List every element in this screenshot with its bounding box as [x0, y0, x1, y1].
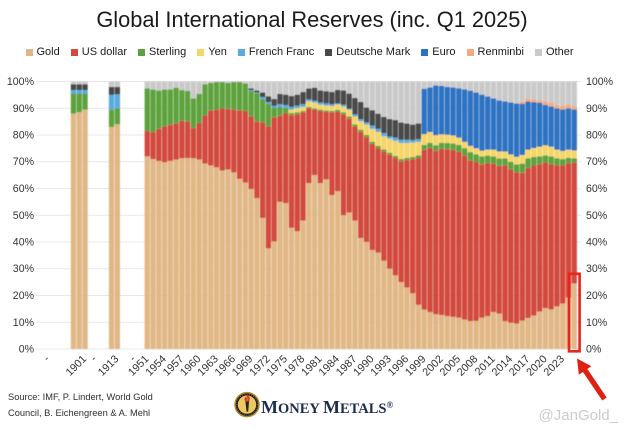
svg-text:1901: 1901: [64, 353, 89, 378]
svg-text:-: -: [127, 353, 138, 364]
svg-text:50%: 50%: [586, 210, 608, 222]
svg-text:40%: 40%: [586, 237, 608, 249]
svg-text:80%: 80%: [586, 130, 608, 142]
svg-text:90%: 90%: [586, 103, 608, 115]
svg-text:30%: 30%: [13, 263, 35, 275]
svg-text:40%: 40%: [13, 237, 35, 249]
svg-text:80%: 80%: [13, 130, 35, 142]
svg-text:70%: 70%: [586, 156, 608, 168]
svg-text:20%: 20%: [586, 290, 608, 302]
svg-text:2023: 2023: [542, 353, 567, 378]
svg-text:10%: 10%: [13, 317, 35, 329]
svg-text:20%: 20%: [13, 290, 35, 302]
svg-text:60%: 60%: [13, 183, 35, 195]
svg-text:-: -: [88, 353, 99, 364]
svg-text:0%: 0%: [586, 344, 602, 356]
svg-text:-: -: [41, 353, 52, 364]
svg-text:100%: 100%: [7, 76, 35, 88]
svg-text:30%: 30%: [586, 263, 608, 275]
svg-text:90%: 90%: [13, 103, 35, 115]
svg-text:100%: 100%: [586, 76, 614, 88]
svg-text:0%: 0%: [19, 344, 35, 356]
svg-text:50%: 50%: [13, 210, 35, 222]
svg-text:1913: 1913: [96, 353, 121, 378]
svg-text:60%: 60%: [586, 183, 608, 195]
svg-text:70%: 70%: [13, 156, 35, 168]
svg-text:10%: 10%: [586, 317, 608, 329]
